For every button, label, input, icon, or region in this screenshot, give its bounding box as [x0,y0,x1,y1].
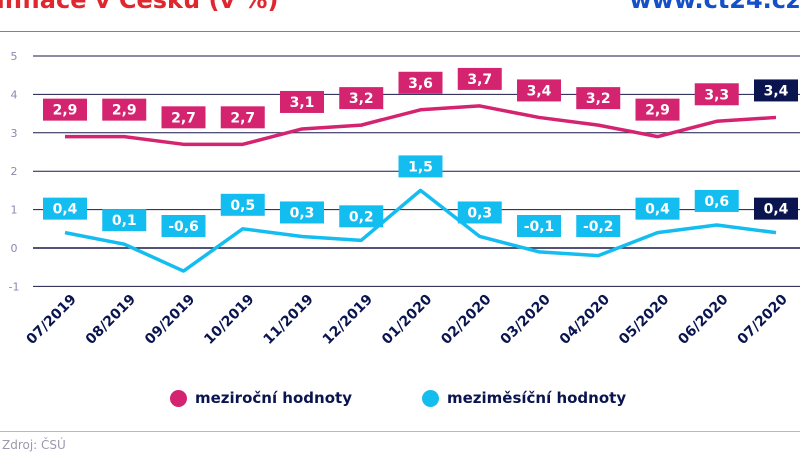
data-label-box [43,197,87,220]
data-label: 0,4 [764,202,789,218]
data-label-box [398,155,443,178]
data-label: 3,3 [704,87,729,103]
x-tick-label: 08/2019 [83,292,139,348]
data-label-box [220,106,265,129]
x-tick-label: 12/2019 [320,292,376,348]
data-label-box [102,209,147,232]
x-tick-label: 06/2020 [675,291,731,347]
data-label-box [576,215,621,237]
x-tick-label: 01/2020 [379,291,435,347]
series-line [65,104,777,147]
data-label-box [280,201,324,224]
x-tick-label: 02/2020 [438,291,494,347]
y-tick-label: 4 [11,88,18,101]
divider [0,31,800,32]
series-line [64,188,777,273]
data-label-box [635,197,680,220]
data-label: 0,4 [53,202,78,218]
data-label-box [576,87,621,110]
site-url: www.ct24.cz [629,0,800,14]
data-label: 3,4 [764,83,789,99]
data-label: 0,2 [349,209,374,225]
x-tick-label: 07/2020 [735,291,791,347]
data-label-box [220,193,265,216]
data-label: 3,1 [290,95,315,111]
data-label: 0,6 [704,194,729,210]
data-label-box [280,90,324,113]
data-label-box [754,197,798,220]
data-label: 1,5 [408,159,433,175]
x-tick-label: 07/2019 [24,292,80,348]
data-label-box [102,98,147,121]
data-label: 2,9 [53,103,78,119]
data-label: 0,1 [112,213,137,229]
data-label-box [694,83,739,106]
data-label: 2,7 [171,110,196,126]
data-label: 2,9 [112,103,137,119]
y-tick-label: 3 [11,127,18,140]
x-tick-label: 04/2020 [557,291,613,347]
legend: meziroční hodnoty meziměsíční hodnoty [170,389,626,407]
legend-label: meziroční hodnoty [195,389,352,407]
data-label: -0,2 [583,219,614,235]
data-label: -0,1 [524,219,555,235]
chart: 5 4 3 2 1 0 -1 07/2019 08/2019 09/2019 10/2019 11/2… [9,50,800,348]
y-tick-label: 0 [11,242,18,255]
x-tick-label: 10/2019 [201,292,257,348]
data-label-box [339,205,384,228]
data-label: -0,6 [168,219,199,235]
data-label-box [694,189,739,212]
chart-title: Inflace v Česku (v %) [0,0,279,14]
source: Zdroj: ČSÚ [2,438,66,452]
divider [0,431,800,432]
data-label-box [339,87,384,110]
data-label: 3,2 [349,91,374,107]
data-label-box [754,79,798,102]
data-label: 0,5 [230,198,255,214]
y-tick-label: 5 [11,50,18,63]
data-label-box [161,106,206,129]
x-tick-label: 05/2020 [616,291,672,347]
data-label: 0,3 [290,205,315,221]
data-label: 3,2 [586,91,611,107]
legend-swatch [170,389,187,407]
data-label-box [635,98,680,121]
y-tick-label: 1 [11,204,18,217]
data-label: 0,4 [645,202,670,218]
data-label-box [43,98,87,121]
data-label: 3,6 [408,76,433,92]
data-label: 2,7 [230,110,255,126]
data-label-box [517,215,561,237]
data-label-box [457,67,502,90]
data-label: 3,7 [467,72,492,88]
y-tick-label: 2 [11,165,18,178]
legend-item-yoy: meziroční hodnoty [170,389,352,407]
data-label-box [398,71,443,94]
x-tick-label: 03/2020 [498,291,554,347]
data-label: 2,9 [645,103,670,119]
y-tick-label: -1 [9,280,20,293]
legend-label: meziměsíční hodnoty [446,389,627,407]
data-label-box [457,201,502,224]
data-label-box [161,215,206,237]
x-tick-label: 09/2019 [142,292,198,348]
data-label-box [517,79,561,102]
legend-item-mom: meziměsíční hodnoty [421,389,627,407]
data-label: 3,4 [527,83,552,99]
legend-swatch [421,389,439,407]
data-label: 0,3 [467,205,492,221]
x-tick-label: 11/2019 [261,292,317,348]
